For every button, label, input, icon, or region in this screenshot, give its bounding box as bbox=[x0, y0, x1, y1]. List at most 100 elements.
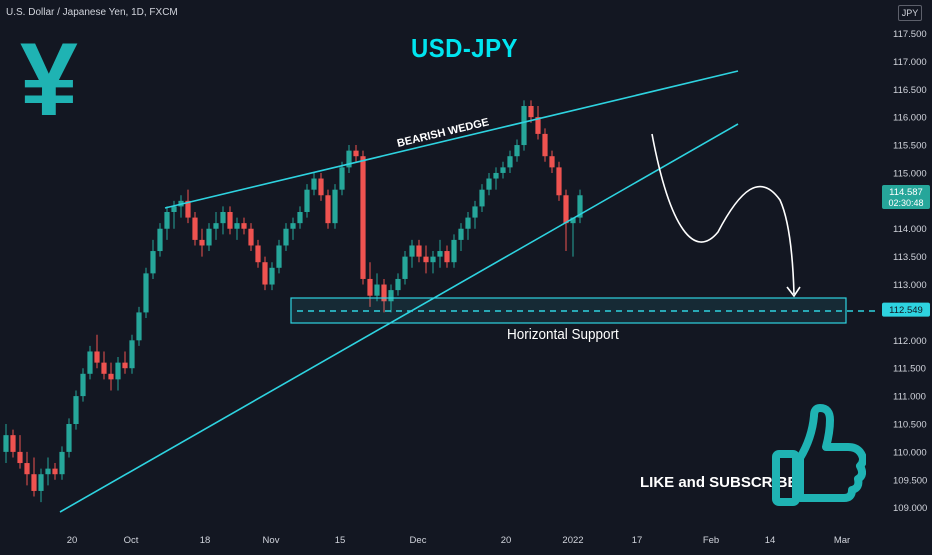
last-price-value: 114.587 bbox=[889, 187, 923, 198]
candle-body bbox=[297, 212, 303, 224]
candle-body bbox=[493, 172, 499, 179]
y-tick-label: 114.000 bbox=[893, 224, 927, 235]
candle-body bbox=[213, 223, 219, 229]
candle-body bbox=[108, 373, 114, 380]
candle-body bbox=[206, 228, 212, 246]
candle-body bbox=[549, 156, 555, 168]
y-tick-label: 112.000 bbox=[893, 336, 927, 347]
y-tick-label: 116.500 bbox=[893, 85, 927, 96]
y-tick-label: 111.500 bbox=[893, 364, 926, 375]
candle-body bbox=[248, 228, 254, 246]
candle-body bbox=[38, 474, 44, 491]
x-tick-label: Feb bbox=[703, 535, 719, 546]
candle-body bbox=[101, 362, 107, 374]
symbol-label[interactable]: U.S. Dollar / Japanese Yen, 1D, FXCM bbox=[6, 7, 178, 18]
candle-body bbox=[416, 245, 422, 257]
candle-body bbox=[220, 212, 226, 224]
candle-body bbox=[199, 239, 205, 246]
x-tick-label: 17 bbox=[632, 535, 643, 546]
projected-path-arrow bbox=[651, 133, 795, 295]
candle-body bbox=[255, 245, 261, 263]
candle-body bbox=[444, 251, 450, 263]
candle-body bbox=[395, 278, 401, 291]
x-tick-label: Oct bbox=[124, 535, 139, 546]
x-tick-label: Dec bbox=[410, 535, 427, 546]
candle-body bbox=[24, 463, 30, 475]
candle-body bbox=[451, 239, 457, 263]
y-tick-label: 117.500 bbox=[893, 29, 927, 40]
candle-body bbox=[346, 150, 352, 168]
y-tick-label: 113.500 bbox=[893, 252, 927, 263]
wedge-lower-trendline bbox=[59, 123, 739, 513]
candle-body bbox=[339, 167, 345, 190]
x-tick-label: 2022 bbox=[562, 535, 583, 546]
y-tick-label: 109.000 bbox=[893, 503, 927, 514]
candle-body bbox=[129, 340, 135, 369]
candle-body bbox=[31, 474, 37, 491]
candle-body bbox=[80, 373, 86, 397]
candle-body bbox=[150, 251, 156, 274]
candle-body bbox=[577, 195, 583, 218]
candle-body bbox=[353, 150, 359, 157]
currency-badge[interactable]: JPY bbox=[898, 5, 922, 21]
candle-body bbox=[59, 451, 65, 475]
candle-body bbox=[472, 206, 478, 218]
candle-body bbox=[227, 212, 233, 229]
candle-body bbox=[535, 117, 541, 134]
candle-body bbox=[437, 251, 443, 257]
candle-body bbox=[430, 256, 436, 263]
candle-body bbox=[10, 435, 16, 452]
candle-body bbox=[325, 195, 331, 224]
candle-body bbox=[367, 278, 373, 296]
x-tick-label: 15 bbox=[335, 535, 346, 546]
countdown-value: 02:30:48 bbox=[888, 198, 923, 208]
candle-body bbox=[374, 284, 380, 296]
candle-body bbox=[332, 189, 338, 224]
candle-body bbox=[514, 145, 520, 157]
candle-body bbox=[423, 256, 429, 263]
candle-body bbox=[192, 217, 198, 240]
candle-body bbox=[360, 156, 366, 279]
x-tick-label: 18 bbox=[200, 535, 211, 546]
candle-body bbox=[164, 212, 170, 229]
candle-body bbox=[136, 312, 142, 341]
y-tick-label: 109.500 bbox=[893, 475, 927, 486]
yen-icon: ¥ bbox=[20, 22, 78, 138]
y-tick-label: 110.500 bbox=[893, 420, 927, 431]
candle-body bbox=[94, 351, 100, 363]
candle-body bbox=[143, 273, 149, 313]
candle-body bbox=[185, 200, 191, 218]
y-tick-label: 117.000 bbox=[893, 57, 927, 68]
last-price-badge bbox=[882, 184, 930, 209]
candle-body bbox=[318, 178, 324, 196]
candle-body bbox=[234, 223, 240, 229]
candle-body bbox=[45, 468, 51, 475]
chart-title: USD-JPY bbox=[411, 33, 518, 63]
x-tick-label: 14 bbox=[765, 535, 776, 546]
y-tick-label: 115.000 bbox=[893, 168, 927, 179]
candle-body bbox=[521, 106, 527, 146]
candle-body bbox=[3, 435, 9, 452]
candle-body bbox=[87, 351, 93, 374]
candle-body bbox=[115, 362, 121, 380]
candle-body bbox=[171, 206, 177, 212]
horizontal-support-label: Horizontal Support bbox=[507, 326, 619, 343]
like-subscribe-text: LIKE and SUBSCRIBE bbox=[640, 474, 798, 491]
candle-body bbox=[528, 106, 534, 118]
candle-body bbox=[556, 167, 562, 196]
wedge-upper-trendline bbox=[164, 70, 739, 209]
candle-body bbox=[276, 245, 282, 268]
arrowhead bbox=[786, 286, 801, 298]
y-tick-label: 111.000 bbox=[893, 392, 926, 403]
y-tick-label: 116.000 bbox=[893, 113, 927, 124]
candle-body bbox=[17, 451, 23, 464]
y-tick-label: 115.500 bbox=[893, 141, 927, 152]
candle-body bbox=[409, 245, 415, 257]
candle-body bbox=[283, 228, 289, 246]
y-tick-label: 113.000 bbox=[893, 280, 927, 291]
candle-body bbox=[157, 228, 163, 252]
candle-body bbox=[66, 424, 72, 452]
candle-body bbox=[388, 290, 394, 302]
candle-body bbox=[52, 468, 58, 475]
